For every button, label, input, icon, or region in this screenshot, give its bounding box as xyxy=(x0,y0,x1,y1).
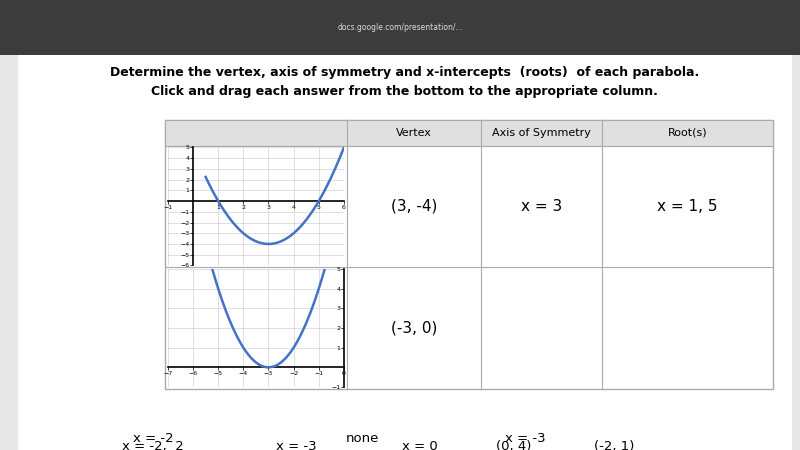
Text: Vertex: Vertex xyxy=(396,128,432,138)
Bar xyxy=(0,0,800,55)
Text: x = -2: x = -2 xyxy=(133,432,174,446)
Text: Click and drag each answer from the bottom to the appropriate column.: Click and drag each answer from the bott… xyxy=(151,86,658,99)
Text: (3, -4): (3, -4) xyxy=(390,199,437,214)
Text: x = -3: x = -3 xyxy=(505,432,545,446)
Text: (-3, 0): (-3, 0) xyxy=(390,320,437,336)
Bar xyxy=(0,55,18,450)
Text: Determine the vertex, axis of symmetry and x-intercepts  (roots)  of each parabo: Determine the vertex, axis of symmetry a… xyxy=(110,66,699,79)
Text: x = 3: x = 3 xyxy=(521,199,562,214)
Text: Root(s): Root(s) xyxy=(668,128,707,138)
Text: x = -3: x = -3 xyxy=(276,440,317,450)
Bar xyxy=(165,120,773,389)
Text: Axis of Symmetry: Axis of Symmetry xyxy=(492,128,591,138)
Text: docs.google.com/presentation/...: docs.google.com/presentation/... xyxy=(337,23,463,32)
Text: (0, 4): (0, 4) xyxy=(495,440,531,450)
Text: x = -2,  2: x = -2, 2 xyxy=(122,440,184,450)
Bar xyxy=(18,55,792,450)
Text: x = 1, 5: x = 1, 5 xyxy=(658,199,718,214)
Text: (-2, 1): (-2, 1) xyxy=(594,440,634,450)
Text: x = 0: x = 0 xyxy=(402,440,438,450)
Bar xyxy=(165,120,773,146)
Bar xyxy=(792,55,800,450)
Text: none: none xyxy=(346,432,379,446)
